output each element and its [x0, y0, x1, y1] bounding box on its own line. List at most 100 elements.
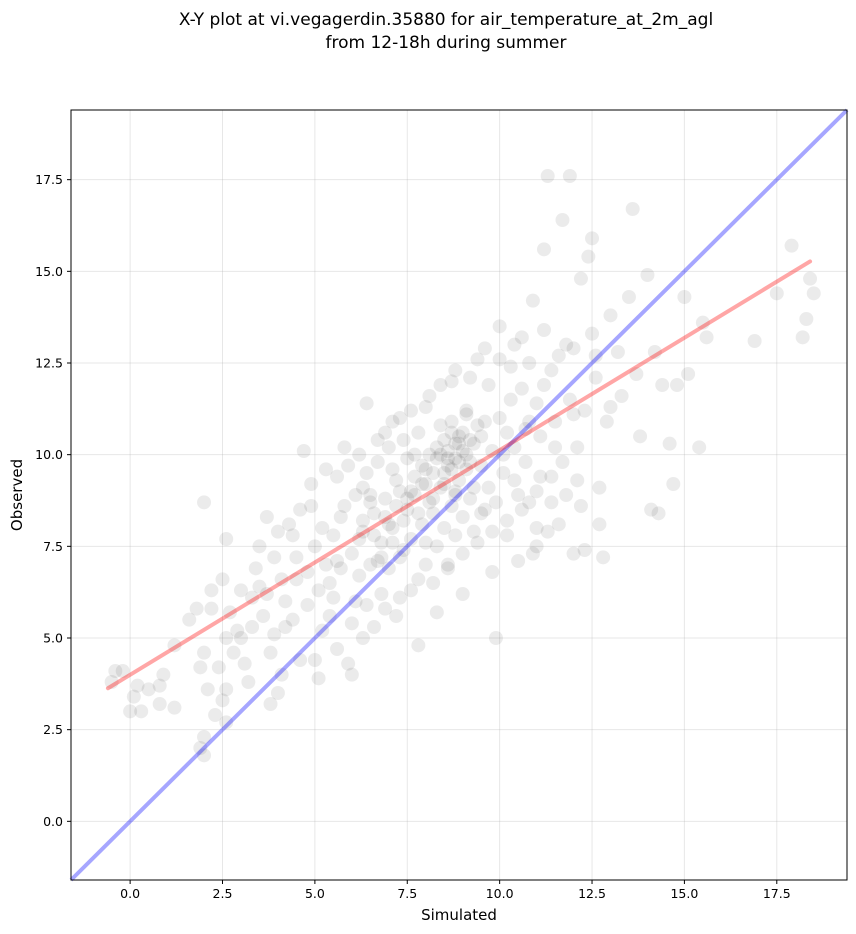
grid [71, 110, 847, 880]
data-point [403, 484, 418, 499]
data-point [418, 535, 433, 550]
x-tick-label: 7.5 [397, 886, 417, 901]
data-point [270, 524, 285, 539]
data-point [374, 587, 389, 601]
data-point [289, 572, 304, 587]
data-point [337, 499, 352, 513]
data-point [407, 488, 422, 502]
y-tick-label: 15.0 [35, 264, 63, 279]
data-point [459, 407, 474, 422]
data-point [463, 455, 478, 469]
data-point [348, 488, 363, 502]
data-point [644, 502, 659, 517]
data-point [647, 345, 662, 359]
data-point [337, 440, 352, 455]
data-point [540, 524, 555, 539]
data-point [444, 499, 459, 513]
data-point [411, 425, 426, 440]
data-point [333, 510, 348, 524]
data-point [263, 645, 278, 660]
data-point [481, 480, 496, 495]
data-point [433, 480, 448, 495]
data-point [152, 678, 167, 693]
data-point [440, 557, 455, 572]
data-point [640, 268, 655, 282]
data-point [126, 689, 141, 704]
data-point [426, 491, 441, 506]
data-point [152, 697, 167, 711]
data-point [474, 458, 489, 473]
data-point [392, 550, 407, 565]
data-point [500, 513, 515, 528]
data-point [511, 488, 526, 502]
data-point [315, 623, 330, 638]
data-point [115, 664, 130, 678]
x-tick-label: 2.5 [213, 886, 233, 901]
data-point [429, 451, 444, 466]
x-tick-label: 17.5 [763, 886, 791, 901]
data-point [418, 462, 433, 477]
data-point [378, 510, 393, 524]
data-point [529, 396, 544, 411]
data-point [415, 458, 430, 473]
data-point [341, 656, 356, 671]
data-point [603, 308, 618, 323]
data-point [197, 730, 212, 744]
data-point [263, 697, 278, 711]
data-point [514, 502, 529, 517]
data-point [355, 524, 370, 539]
data-point [806, 286, 821, 301]
chart-title-line-2: from 12-18h during summer [326, 33, 567, 53]
data-point [440, 444, 455, 458]
axis-ticks: 0.0 2.5 5.0 7.5 10.0 12.5 15.0 17.5 0.0 2.5 5.0 7.5… [35, 172, 791, 901]
data-point [318, 557, 333, 572]
data-point [459, 403, 474, 418]
data-point [496, 466, 511, 480]
data-point [403, 583, 418, 598]
data-point [455, 510, 470, 524]
data-point [396, 513, 411, 528]
data-point [197, 748, 212, 763]
data-point [544, 495, 559, 510]
data-point [429, 539, 444, 554]
data-point [474, 506, 489, 521]
data-point [363, 495, 378, 510]
data-point [392, 590, 407, 605]
data-point [533, 429, 548, 444]
data-point [695, 315, 710, 330]
y-tick-label: 5.0 [43, 631, 63, 646]
data-point [459, 447, 474, 462]
data-point [130, 678, 145, 693]
data-point [799, 312, 814, 326]
data-point [348, 594, 363, 609]
data-point [355, 480, 370, 495]
data-point [444, 374, 459, 389]
data-point [392, 484, 407, 499]
data-point [448, 451, 463, 466]
data-point [418, 477, 433, 491]
data-point [437, 466, 452, 480]
data-point [440, 451, 455, 466]
data-point [245, 590, 260, 605]
data-point [692, 440, 707, 455]
data-point [200, 682, 215, 697]
data-point [525, 546, 540, 561]
data-point [259, 587, 274, 601]
data-point [581, 249, 596, 264]
data-point [466, 524, 481, 539]
data-point [474, 429, 489, 444]
data-point [296, 444, 311, 458]
data-point [670, 378, 685, 392]
data-point [433, 418, 448, 433]
data-point [477, 414, 492, 429]
data-point [304, 477, 319, 491]
data-point [529, 484, 544, 499]
data-point [400, 502, 415, 517]
data-point [577, 403, 592, 418]
data-point [485, 444, 500, 458]
data-point [422, 447, 437, 462]
data-point [285, 612, 300, 627]
data-point [592, 480, 607, 495]
data-point [204, 601, 219, 616]
